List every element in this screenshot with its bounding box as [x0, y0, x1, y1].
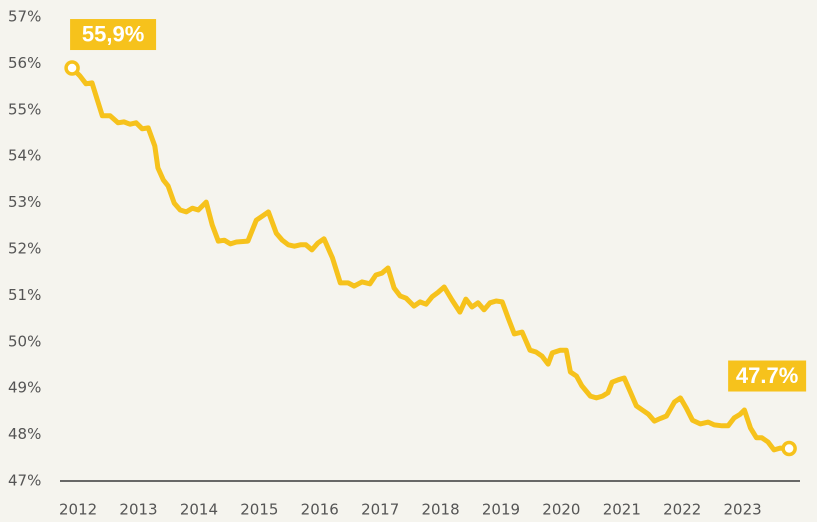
x-tick-label: 2020 — [542, 501, 580, 519]
x-tick-label: 2016 — [301, 501, 339, 519]
x-tick-label: 2019 — [482, 501, 520, 519]
y-tick-label: 50% — [8, 332, 41, 350]
x-tick-label: 2015 — [240, 501, 278, 519]
y-tick-label: 55% — [8, 100, 41, 118]
x-tick-label: 2023 — [724, 501, 762, 519]
y-tick-label: 47% — [8, 472, 41, 490]
end-marker — [781, 440, 797, 457]
x-tick-label: 2022 — [663, 501, 701, 519]
data-line — [69, 65, 792, 453]
y-tick-label: 54% — [8, 147, 41, 165]
x-tick-label: 2014 — [180, 501, 218, 519]
y-tick-label: 51% — [8, 286, 41, 304]
annotation-label: 47.7% — [736, 363, 798, 388]
y-tick-label: 57% — [8, 8, 41, 26]
x-tick-label: 2012 — [59, 501, 97, 519]
x-tick-label: 2013 — [119, 501, 157, 519]
y-tick-label: 49% — [8, 379, 41, 397]
x-tick-label: 2018 — [421, 501, 459, 519]
end-marker — [64, 60, 80, 76]
y-tick-label: 53% — [8, 193, 41, 211]
y-tick-label: 48% — [8, 425, 41, 443]
x-tick-label: 2021 — [603, 501, 641, 519]
y-tick-label: 56% — [8, 54, 41, 72]
x-tick-label: 2017 — [361, 501, 399, 519]
annotation-box — [728, 360, 807, 392]
annotation-box — [70, 19, 157, 51]
y-tick-label: 52% — [8, 240, 41, 258]
annotation-label: 55,9% — [82, 21, 144, 46]
